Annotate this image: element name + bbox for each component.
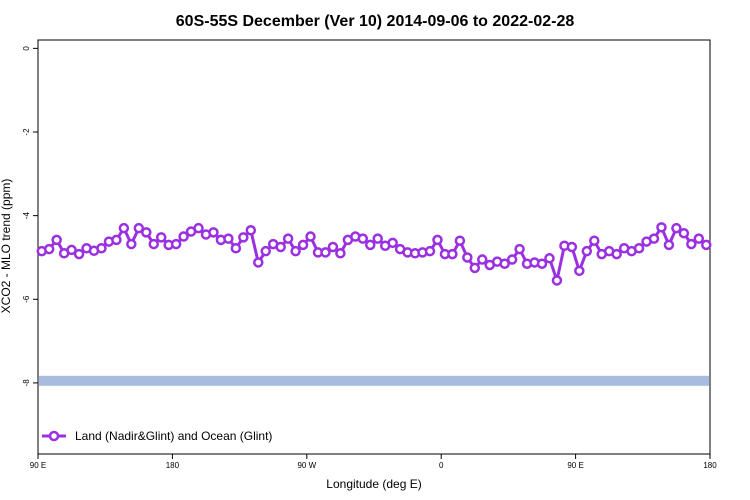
data-point: [432, 234, 443, 246]
x-tick-label: 90 E: [30, 461, 46, 470]
data-point: [581, 245, 593, 257]
y-tick-label: -4: [22, 212, 31, 220]
y-axis: 0 -2 -4 -6 -8: [22, 46, 38, 387]
data-point: [282, 233, 294, 244]
data-point: [387, 237, 398, 249]
data-point: [335, 248, 346, 259]
data-point: [260, 245, 271, 257]
data-point: [178, 231, 189, 242]
data-point: [447, 248, 458, 260]
data-point: [671, 222, 682, 234]
data-point: [238, 232, 249, 243]
x-axis-label: Longitude (deg E): [326, 477, 421, 491]
data-point: [611, 248, 622, 260]
data-point: [290, 245, 301, 257]
data-point: [477, 254, 488, 265]
data-point: [253, 257, 264, 268]
data-point: [574, 265, 585, 277]
data-point: [320, 247, 331, 258]
data-point: [111, 234, 122, 246]
data-point: [701, 239, 712, 251]
reference-band: [39, 375, 709, 386]
data-point: [170, 238, 182, 250]
data-point: [365, 239, 376, 251]
data-point: [96, 243, 107, 254]
data-point: [297, 239, 309, 251]
x-tick-label: 0: [439, 461, 444, 470]
data-point: [656, 222, 667, 233]
series-layer: [36, 222, 712, 286]
x-tick-label: 180: [166, 461, 180, 470]
data-point: [51, 234, 62, 246]
x-axis: 90 E 180 90 W 0 90 E 180: [30, 454, 717, 470]
data-point: [43, 243, 55, 255]
data-point: [126, 238, 137, 250]
data-point: [648, 233, 660, 244]
data-point: [357, 233, 369, 244]
data-point: [141, 227, 152, 238]
x-tick-label: 90 E: [567, 461, 583, 470]
data-point: [424, 245, 436, 257]
data-point: [506, 254, 518, 265]
data-point: [372, 233, 383, 244]
y-tick-label: 0: [22, 46, 31, 51]
data-point: [551, 275, 563, 286]
data-point: [686, 238, 697, 250]
data-point: [454, 235, 466, 246]
data-point: [155, 232, 167, 243]
y-axis-label: XCO2 - MLO trend (ppm): [0, 179, 13, 314]
data-point: [327, 241, 339, 253]
legend-marker: [48, 430, 60, 442]
chart-title: 60S-55S December (Ver 10) 2014-09-06 to …: [176, 13, 575, 30]
data-point: [663, 239, 675, 251]
legend: Land (Nadir&Glint) and Ocean (Glint): [42, 429, 272, 443]
data-point: [223, 233, 234, 244]
data-point: [305, 231, 316, 242]
data-point: [462, 252, 473, 263]
x-tick-label: 180: [703, 461, 717, 470]
data-point: [208, 227, 219, 238]
data-point: [693, 233, 705, 244]
data-point: [469, 262, 481, 274]
data-point: [633, 243, 645, 254]
data-point: [589, 235, 600, 246]
data-point: [193, 222, 204, 234]
y-tick-label: -2: [22, 128, 31, 136]
data-point: [514, 243, 525, 255]
data-point: [566, 241, 578, 253]
x-tick-label: 90 W: [297, 461, 316, 470]
data-point: [73, 248, 85, 260]
y-tick-label: -8: [22, 379, 31, 387]
data-point: [148, 238, 159, 250]
data-point: [66, 244, 77, 256]
data-point: [230, 243, 242, 254]
y-tick-label: -6: [22, 295, 31, 303]
band-layer: [39, 375, 709, 386]
data-point: [536, 258, 548, 269]
data-point: [678, 227, 690, 239]
data-point: [544, 253, 555, 264]
data-point: [499, 258, 510, 269]
data-point: [118, 222, 130, 234]
legend-label: Land (Nadir&Glint) and Ocean (Glint): [75, 429, 272, 443]
data-point: [133, 222, 145, 234]
data-point: [245, 225, 257, 236]
data-point: [275, 241, 286, 253]
